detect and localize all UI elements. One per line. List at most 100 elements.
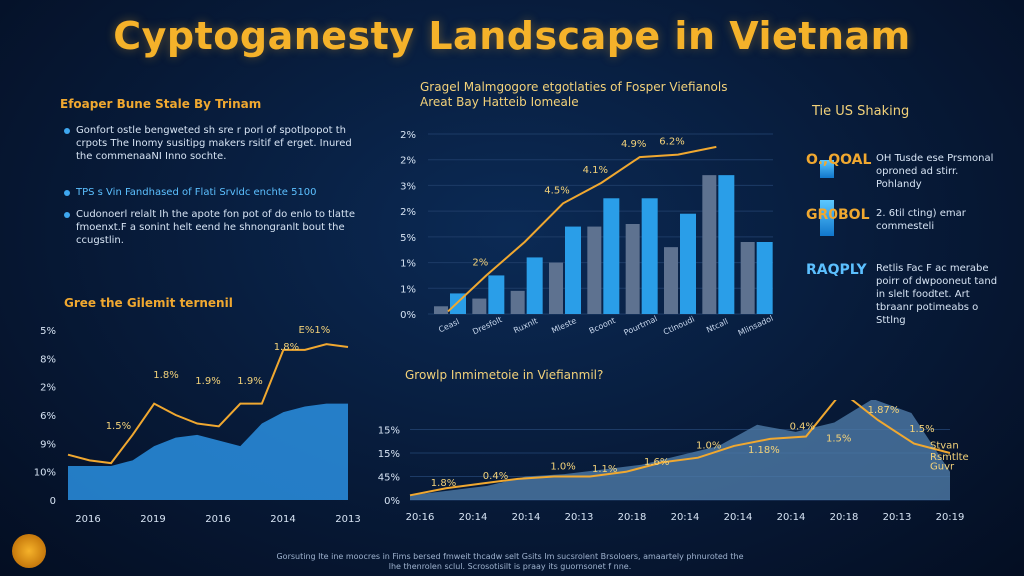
- area-chart-growth: 0% 45% 15% 15% 20:16 20:14 20:14 20:13 20:18 20:1…: [378, 400, 969, 523]
- data-label: Rsmtlte: [930, 452, 969, 463]
- x-tick-label: 20:13: [565, 512, 594, 523]
- data-label: 1.6%: [644, 457, 669, 468]
- bar: [718, 175, 735, 314]
- area-series: [410, 400, 950, 500]
- area-chart-left: 0 10% 9% 6% 2% 8% 5% 2016 2019 2016 2014 2013 1.5% 1.…: [34, 325, 360, 525]
- x-tick-label: 20:14: [724, 512, 753, 523]
- y-tick-label: 0%: [400, 310, 416, 321]
- bar: [603, 198, 620, 314]
- data-label: 1.0%: [696, 440, 721, 451]
- x-category-label: Ntcall: [705, 317, 730, 335]
- footer-text: Gorsuting Ite ine moocres in Fims bersed…: [276, 552, 744, 571]
- y-tick-label: 1%: [400, 259, 416, 270]
- shake-text-3: Retlis Fac F ac merabe poirr of dwpooneu…: [876, 263, 998, 326]
- bar: [587, 226, 602, 314]
- x-tick-label: 2019: [140, 514, 165, 525]
- x-tick-label: 20:14: [777, 512, 806, 523]
- y-tick-label: 1%: [400, 284, 416, 295]
- bar: [680, 213, 696, 314]
- x-category-label: Bcoont: [588, 316, 617, 336]
- data-label: 1.5%: [106, 421, 131, 432]
- data-label: 1.8%: [274, 342, 299, 353]
- y-tick-label: 0%: [384, 496, 400, 507]
- data-label: Stvan: [930, 440, 959, 451]
- bar: [740, 242, 755, 314]
- bar-chart-subtitle: Areat Bay Hatteib Iomeale: [420, 95, 579, 109]
- chevron-icon: [820, 200, 834, 236]
- x-tick-label: 20:16: [406, 512, 435, 523]
- chevron-icon: [820, 160, 834, 178]
- data-label: 0.4%: [790, 422, 815, 433]
- bar-chart-title: Gragel Malmgogore etgotlaties of Fosper …: [420, 80, 728, 94]
- x-category-label: Mlinsadol: [737, 314, 775, 338]
- x-tick-label: 20:14: [671, 512, 700, 523]
- y-tick-label: 9%: [40, 439, 56, 450]
- y-tick-label: 2%: [400, 130, 416, 141]
- x-tick-label: 2014: [270, 514, 295, 525]
- x-tick-label: 2016: [205, 514, 230, 525]
- shake-label-2: GR0BOL: [806, 207, 870, 223]
- data-label: 1.9%: [195, 376, 220, 387]
- x-category-label: Ceasl: [437, 317, 461, 334]
- x-tick-label: 20:14: [512, 512, 541, 523]
- bar-chart: 0% 1% 1% 5% 2% 3% 2% 2% Ceasl Dresfolt Ruxnlt Mlest…: [400, 130, 775, 338]
- line-series: [447, 145, 717, 313]
- data-label: 4.1%: [583, 165, 608, 176]
- bar: [488, 275, 505, 314]
- shake-text-1: OH Tusde ese Prsmonal oproned ad stirr. …: [876, 153, 994, 190]
- growth-chart-title: Growlp Inmimetoie in Viefianmil?: [405, 368, 604, 382]
- y-tick-label: 2%: [400, 156, 416, 167]
- data-label: 1.1%: [592, 464, 617, 475]
- x-tick-label: 2013: [335, 514, 360, 525]
- data-label: Guvr: [930, 461, 955, 472]
- y-tick-label: 2%: [400, 207, 416, 218]
- area-series: [68, 403, 348, 500]
- data-label: 4.9%: [621, 139, 646, 150]
- line-series: [409, 400, 951, 497]
- bar: [756, 242, 773, 314]
- data-label: 4.5%: [544, 185, 569, 196]
- data-label: 1.87%: [868, 405, 900, 416]
- y-tick-label: 15%: [378, 449, 400, 460]
- y-tick-label: 10%: [34, 468, 56, 479]
- x-tick-label: 20:18: [618, 512, 647, 523]
- y-tick-label: 6%: [40, 411, 56, 422]
- left-panel-heading: Efoaper Bune Stale By Trinam: [60, 97, 262, 111]
- bar: [664, 247, 678, 314]
- data-label: 1.5%: [826, 433, 851, 444]
- data-label: 1.18%: [748, 445, 780, 456]
- x-tick-label: 20:13: [883, 512, 912, 523]
- shake-text-2: 2. 6til cting) emar commesteli: [876, 208, 966, 232]
- bar: [526, 257, 543, 314]
- data-label: 0.4%: [483, 471, 508, 482]
- x-category-label: Dresfolt: [471, 315, 503, 336]
- bar: [625, 224, 640, 314]
- bar: [434, 306, 448, 314]
- bar: [549, 262, 563, 314]
- data-label: 1.9%: [237, 376, 262, 387]
- bar: [472, 298, 487, 314]
- data-label: 1.8%: [153, 370, 178, 381]
- data-label: 1.5%: [909, 424, 934, 435]
- y-tick-label: 45%: [378, 473, 400, 484]
- y-tick-label: 5%: [400, 233, 416, 244]
- page-title: Cyptoganesty Landscape in Vietnam: [113, 14, 911, 58]
- x-tick-label: 20:14: [459, 512, 488, 523]
- bar: [641, 198, 658, 314]
- x-category-label: Mleste: [550, 316, 578, 335]
- shake-label-3: RAQPLY: [806, 262, 867, 278]
- area-chart-title: Gree the Gilemit ternenil: [64, 296, 233, 310]
- logo-icon: [12, 534, 46, 568]
- data-label: 2%: [472, 257, 488, 268]
- bar: [510, 290, 525, 314]
- bullet-text-3: Cudonoerl relalt Ih the apote fon pot of…: [76, 209, 355, 246]
- y-tick-label: 3%: [400, 181, 416, 192]
- x-tick-label: 20:18: [830, 512, 859, 523]
- bar: [565, 226, 581, 314]
- bullet-dot: [64, 212, 70, 218]
- bar: [702, 175, 717, 314]
- line-series: [67, 343, 349, 465]
- data-label: 1.0%: [550, 461, 575, 472]
- y-tick-label: 8%: [40, 354, 56, 365]
- x-category-label: Ctlnoudi: [662, 315, 696, 337]
